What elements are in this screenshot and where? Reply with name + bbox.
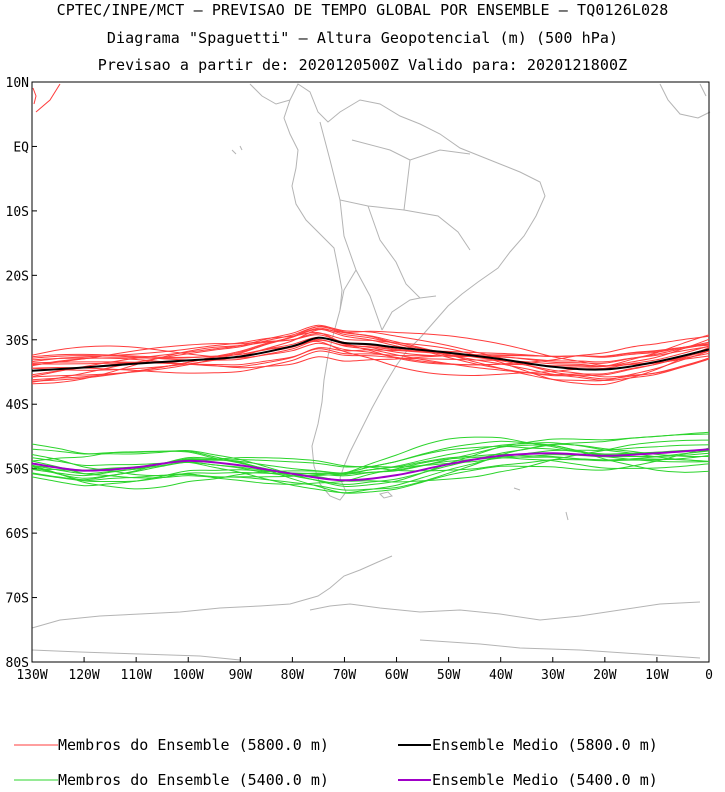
ensemble-member-line [31,327,710,378]
ensemble-member-fragment [32,83,61,113]
lat-tick-label: 20S [6,269,29,284]
ensemble-member-line [31,431,710,488]
members-5800-group [31,83,710,386]
country-borders [319,121,471,331]
ensemble-member-line [31,444,710,494]
lon-tick-label: 0 [705,668,713,683]
ensemble-mean-5800-line [31,336,710,372]
ensemble-means-group [31,336,710,482]
coastlines [31,83,711,661]
ensemble-member-line [31,329,710,371]
ensemble-member-line [31,439,710,483]
ensemble-member-line [31,331,710,367]
lat-tick-label: 80S [6,656,29,671]
lat-tick-label: 60S [6,527,29,542]
lon-tick-label: 100W [173,668,204,683]
legend-mean-5800: Ensemble Medio (5800.0 m) [432,736,658,754]
title-line-3: Previsao a partir de: 2020120500Z Valido… [97,56,628,74]
ensemble-member-line [31,442,710,479]
ensemble-member-line [31,344,710,368]
lon-tick-label: 10W [645,668,669,683]
africa-coast [659,83,711,119]
lat-tick-label: 40S [6,398,29,413]
lon-tick-label: 80W [281,668,305,683]
ensemble-member-line [31,324,710,377]
lat-tick-label: 10N [6,76,29,91]
lon-tick-label: 70W [333,668,357,683]
central-america-coast [231,83,291,155]
ensemble-member-line [31,325,710,382]
ensemble-member-line [31,336,710,358]
ensemble-member-line [31,433,710,485]
ensemble-member-line [31,447,710,494]
title-line-1: CPTEC/INPE/MCT — PREVISAO DE TEMPO GLOBA… [56,1,669,19]
lat-tick-label: 30S [6,334,29,349]
members-5400-group [31,431,710,494]
lat-tick-label: 50S [6,463,29,478]
lon-tick-label: 60W [385,668,409,683]
lon-tick-label: 40W [489,668,513,683]
lat-tick-label: 10S [6,205,29,220]
lon-tick-label: 120W [68,668,99,683]
lon-tick-label: 30W [541,668,565,683]
ensemble-member-line [31,445,710,475]
lon-tick-label: 20W [593,668,617,683]
lon-tick-label: 130W [16,668,47,683]
ensemble-member-line [31,335,710,366]
legend-members-5400: Membros do Ensemble (5400.0 m) [58,771,329,789]
plot-frame [31,81,710,663]
legend-mean-5400: Ensemble Medio (5400.0 m) [432,771,658,789]
falkland-islands [379,487,569,521]
ensemble-member-line [31,440,710,483]
legend-members-5800: Membros do Ensemble (5800.0 m) [58,736,329,754]
lon-tick-label: 90W [229,668,253,683]
ensemble-mean-5400-line [31,448,710,482]
antarctica-coast [31,555,701,661]
lon-tick-label: 50W [437,668,461,683]
ensemble-member-line [31,436,710,479]
lat-tick-label: 70S [6,592,29,607]
lon-tick-label: 110W [120,668,151,683]
title-line-2: Diagrama "Spaguetti" — Altura Geopotenci… [106,29,619,47]
south-america-coast [283,83,546,501]
ensemble-member-line [31,455,710,485]
lat-tick-label: EQ [13,140,29,155]
